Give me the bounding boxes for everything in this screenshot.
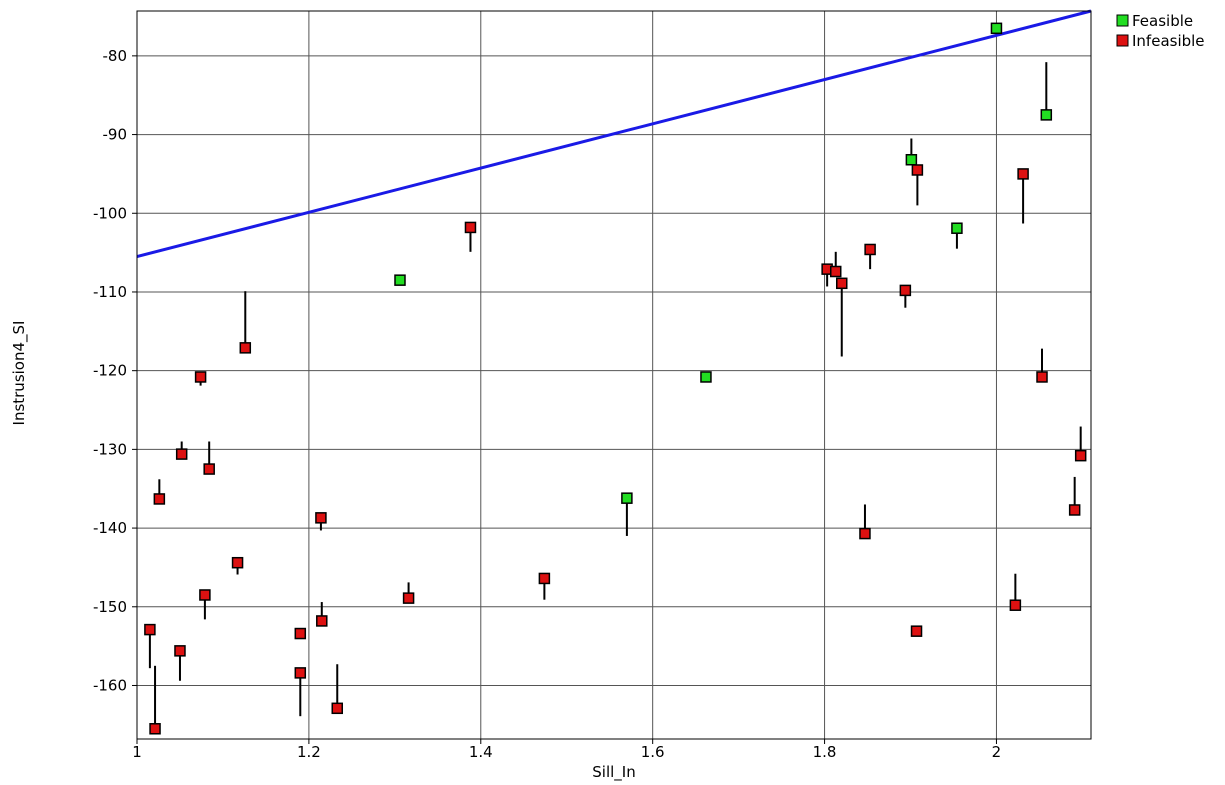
data-point-infeasible: [1009, 599, 1022, 611]
data-point-infeasible: [153, 493, 166, 505]
data-point-infeasible: [1068, 504, 1081, 516]
data-point-infeasible: [1036, 371, 1048, 383]
data-point-infeasible: [239, 342, 252, 354]
legend-item-infeasible: Infeasible: [1116, 32, 1205, 50]
y-tick-label: -160: [93, 676, 127, 694]
x-tick-label: 1.2: [297, 743, 321, 761]
data-point-feasible: [990, 22, 1003, 35]
y-tick-label: -140: [93, 519, 127, 537]
y-tick-label: -110: [93, 283, 127, 301]
data-point-infeasible: [1017, 168, 1029, 180]
grid: [136, 11, 1091, 739]
y-tick-label: -90: [103, 126, 128, 144]
data-point-infeasible: [149, 723, 161, 735]
data-point-infeasible: [194, 371, 207, 383]
x-tick-label: 1.4: [469, 743, 493, 761]
data-point-feasible: [700, 371, 712, 383]
data-point-infeasible: [899, 284, 912, 297]
x-axis-label: Sill_In: [592, 763, 635, 782]
legend-item-feasible: Feasible: [1116, 12, 1193, 30]
y-tick-label: -120: [93, 362, 127, 380]
legend: Feasible Infeasible: [1116, 12, 1205, 50]
legend-label-infeasible: Infeasible: [1132, 32, 1205, 50]
data-point-infeasible: [175, 448, 188, 460]
data-point-infeasible: [911, 164, 924, 176]
data-point-feasible: [621, 492, 633, 504]
x-tick-label: 1.6: [641, 743, 665, 761]
data-point-infeasible: [859, 527, 871, 540]
x-tick-label: 1: [132, 743, 142, 761]
plot-area-frame: [136, 10, 1092, 740]
data-point-infeasible: [829, 265, 842, 278]
y-tick-label: -150: [93, 598, 127, 616]
x-tick-label: 2: [992, 743, 1002, 761]
y-axis-label: Instrusion4_SI: [10, 321, 29, 426]
data-point-infeasible: [910, 625, 923, 637]
data-points: [144, 22, 1087, 735]
data-point-infeasible: [199, 589, 211, 601]
legend-swatch-infeasible: [1116, 34, 1129, 47]
legend-swatch-feasible: [1116, 14, 1129, 27]
data-point-feasible: [1040, 109, 1053, 121]
data-point-infeasible: [144, 623, 156, 636]
data-point-infeasible: [294, 667, 307, 679]
y-tick-label: -130: [93, 440, 127, 458]
data-point-feasible: [905, 153, 918, 166]
x-axis-ticks: 1 1.2 1.4 1.6 1.8 2: [132, 739, 1001, 761]
data-point-infeasible: [864, 243, 876, 256]
series-line: [136, 9, 1092, 259]
data-point-infeasible: [203, 463, 215, 475]
data-point-infeasible: [331, 702, 344, 715]
x-tick-label: 1.8: [813, 743, 837, 761]
y-axis-ticks: -160 -150 -140 -130 -120 -110 -100 -90 -80: [93, 47, 137, 694]
data-point-feasible: [951, 222, 963, 234]
error-stems: [148, 62, 1082, 729]
data-point-feasible: [394, 274, 406, 286]
data-point-infeasible: [294, 627, 307, 640]
data-point-infeasible: [316, 615, 328, 627]
y-tick-label: -100: [93, 204, 127, 222]
data-point-infeasible: [464, 221, 477, 234]
data-point-infeasible: [402, 592, 415, 604]
data-point-infeasible: [538, 572, 551, 585]
y-tick-label: -80: [103, 47, 128, 65]
data-point-infeasible: [174, 645, 186, 657]
data-point-infeasible: [315, 512, 327, 524]
data-point-infeasible: [1074, 449, 1087, 462]
data-point-infeasible: [231, 556, 244, 569]
data-point-infeasible: [836, 277, 848, 290]
legend-label-feasible: Feasible: [1132, 12, 1193, 30]
